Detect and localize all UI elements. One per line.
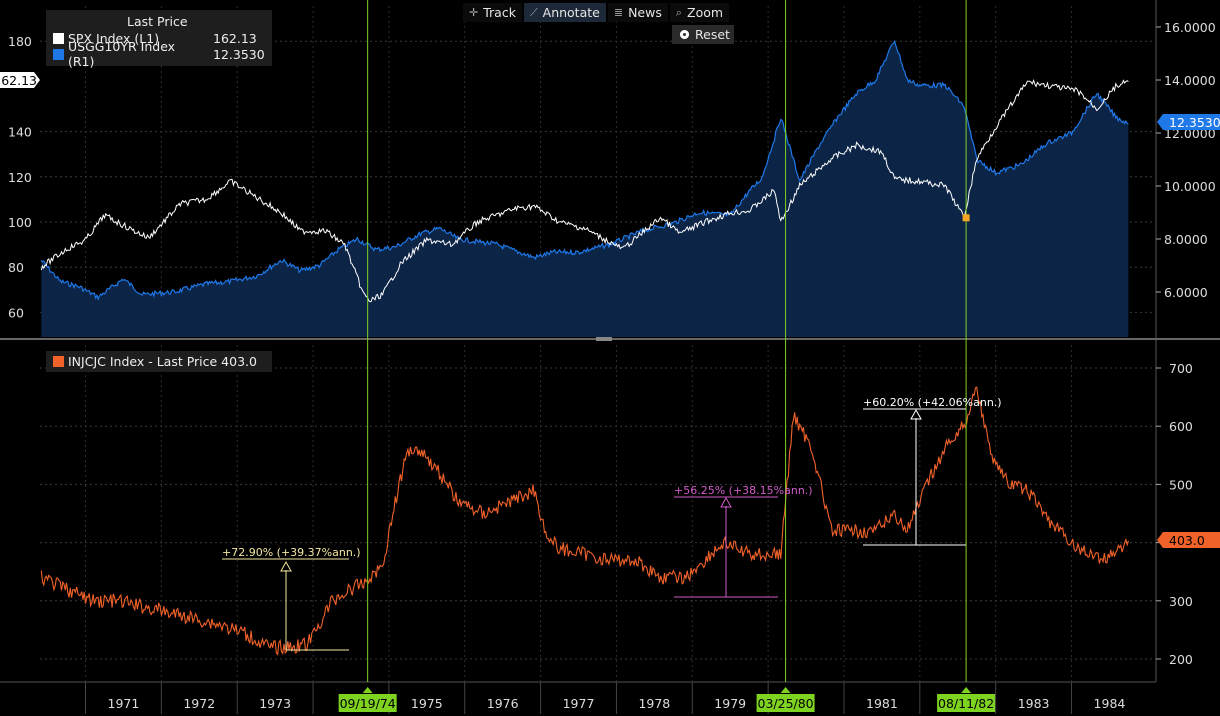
magnifier-icon: ⌕ bbox=[675, 5, 683, 19]
spx-last-value-text: 162.13 bbox=[0, 73, 37, 88]
injcjc-last-value-marker[interactable]: 403.0 bbox=[1157, 532, 1220, 548]
y-right-tick-label: 8.0000 bbox=[1164, 232, 1208, 247]
measure-annotation[interactable]: +56.25% (+38.15%ann.) bbox=[674, 484, 813, 598]
date-flag-text: 09/19/74 bbox=[340, 696, 396, 711]
x-tick-label: 1973 bbox=[259, 696, 291, 711]
chart-toolbar: ✛ Track ⟋ Annotate ≣ News ⌕ Zoom bbox=[463, 3, 730, 22]
legend-item-spx[interactable]: SPX Index (L1) 162.13 bbox=[53, 30, 257, 46]
injcjc-last-value-bg bbox=[1157, 532, 1220, 548]
zoom-button[interactable]: ⌕ Zoom bbox=[669, 3, 730, 22]
pencil-icon: ⟋ bbox=[529, 5, 538, 19]
legend-usgg-value: 12.3530 bbox=[213, 46, 265, 62]
injcjc-last-value-text: 403.0 bbox=[1169, 533, 1205, 548]
x-tick-label: 1978 bbox=[638, 696, 670, 711]
legend-item-usgg[interactable]: USGG10YR Index (R1) 12.3530 bbox=[53, 39, 265, 69]
date-flag-bg bbox=[756, 694, 815, 712]
injcjc-swatch bbox=[53, 356, 64, 367]
y-right-tick-label: 6.0000 bbox=[1164, 285, 1208, 300]
x-tick-label: 1971 bbox=[108, 696, 140, 711]
x-tick-label: 1976 bbox=[487, 696, 519, 711]
x-tick-label: 1977 bbox=[563, 696, 595, 711]
y-left-tick-label: 60 bbox=[8, 305, 24, 320]
divider-handle[interactable] bbox=[596, 337, 612, 341]
y-right-tick-label: 10.0000 bbox=[1164, 179, 1216, 194]
spx-last-value-marker[interactable]: 162.13 bbox=[0, 72, 40, 88]
usgg-last-value-bg bbox=[1157, 114, 1220, 130]
legend-spx-value: 162.13 bbox=[213, 30, 257, 46]
x-tick-label: 1984 bbox=[1094, 696, 1126, 711]
annotate-button[interactable]: ⟋ Annotate bbox=[523, 3, 606, 22]
news-button[interactable]: ≣ News bbox=[607, 3, 668, 22]
measure-label: +72.90% (+39.37%ann.) bbox=[222, 546, 361, 559]
date-flag-pointer bbox=[780, 687, 791, 693]
measure-arrowhead bbox=[280, 560, 292, 572]
measure-arrowhead bbox=[720, 496, 732, 508]
track-button[interactable]: ✛ Track bbox=[463, 3, 522, 22]
y-right-tick-label: 500 bbox=[1169, 477, 1193, 492]
y-left-tick-label: 100 bbox=[8, 215, 32, 230]
x-tick-label: 1983 bbox=[1018, 696, 1050, 711]
y-right-tick-label: 600 bbox=[1169, 419, 1193, 434]
y-left-tick-label: 140 bbox=[8, 125, 32, 140]
x-tick-label: 1979 bbox=[714, 696, 746, 711]
crosshair-icon: ✛ bbox=[469, 6, 479, 19]
news-icon: ≣ bbox=[613, 6, 624, 19]
usgg-series-line[interactable] bbox=[40, 39, 1129, 301]
y-left-tick-label: 180 bbox=[8, 34, 32, 49]
legend-bottom[interactable]: INJCJC Index - Last Price 403.0 bbox=[46, 351, 272, 372]
y-left-tick-label: 80 bbox=[8, 260, 24, 275]
usgg-swatch bbox=[53, 48, 64, 60]
date-flag-text: 08/11/82 bbox=[938, 696, 994, 711]
date-flag[interactable]: 03/25/80 bbox=[756, 687, 815, 712]
spx-last-value-bg bbox=[0, 72, 40, 88]
spx-swatch bbox=[53, 32, 64, 44]
y-right-tick-label: 200 bbox=[1169, 652, 1193, 667]
event-point-marker[interactable] bbox=[962, 214, 970, 222]
y-right-tick-label: 16.0000 bbox=[1164, 20, 1216, 35]
date-flag[interactable]: 09/19/74 bbox=[338, 687, 397, 712]
legend-title: Last Price bbox=[127, 14, 188, 29]
legend-injcjc-label: INJCJC Index - Last Price 403.0 bbox=[68, 354, 257, 369]
usgg-last-value-text: 12.3530 bbox=[1169, 115, 1220, 130]
date-flag-bg bbox=[937, 694, 996, 712]
legend-top: Last Price SPX Index (L1) 162.13 USGG10Y… bbox=[46, 10, 272, 69]
legend-spx-label: SPX Index (L1) bbox=[68, 30, 160, 46]
usgg-last-value-marker[interactable]: 12.3530 bbox=[1157, 114, 1220, 130]
measure-annotation[interactable]: +72.90% (+39.37%ann.) bbox=[222, 546, 361, 651]
date-flag[interactable]: 08/11/82 bbox=[937, 687, 996, 712]
reset-button[interactable]: Reset bbox=[672, 25, 734, 44]
reset-icon bbox=[680, 30, 689, 39]
spx-series-line[interactable] bbox=[40, 79, 1129, 303]
injcjc-series-line[interactable] bbox=[40, 386, 1129, 656]
date-flag-pointer bbox=[961, 687, 972, 693]
legend-usgg-label: USGG10YR Index (R1) bbox=[68, 39, 176, 69]
x-tick-label: 1975 bbox=[411, 696, 443, 711]
y-right-tick-label: 700 bbox=[1169, 361, 1193, 376]
y-right-tick-label: 14.0000 bbox=[1164, 73, 1216, 88]
measure-annotation[interactable]: +60.20% (+42.06%ann.) bbox=[863, 396, 1002, 546]
date-flag-bg bbox=[338, 694, 397, 712]
measure-arrowhead bbox=[910, 408, 922, 420]
measure-label: +60.20% (+42.06%ann.) bbox=[863, 396, 1002, 409]
y-left-tick-label: 120 bbox=[8, 170, 32, 185]
date-flag-pointer bbox=[362, 687, 373, 693]
x-tick-label: 1981 bbox=[866, 696, 898, 711]
y-right-tick-label: 300 bbox=[1169, 594, 1193, 609]
x-tick-label: 1972 bbox=[183, 696, 215, 711]
date-flag-text: 03/25/80 bbox=[758, 696, 814, 711]
measure-label: +56.25% (+38.15%ann.) bbox=[674, 484, 813, 497]
usgg-area bbox=[41, 41, 1129, 338]
